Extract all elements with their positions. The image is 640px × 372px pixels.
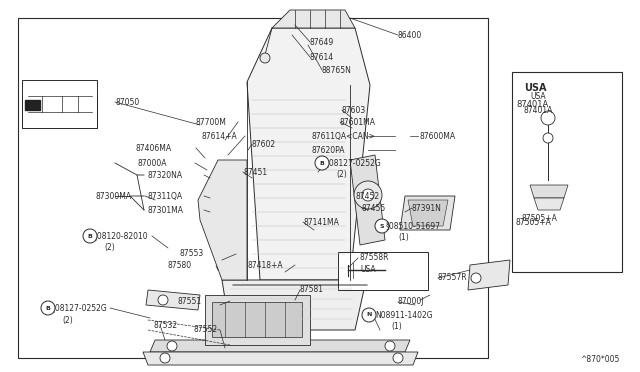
Polygon shape — [468, 260, 510, 290]
Circle shape — [362, 308, 376, 322]
Polygon shape — [530, 185, 568, 198]
Text: (2): (2) — [62, 315, 73, 324]
Text: 88765N: 88765N — [322, 65, 352, 74]
Text: 87452: 87452 — [355, 192, 379, 201]
Text: B: B — [88, 234, 92, 238]
Circle shape — [543, 133, 553, 143]
Text: 87391N: 87391N — [412, 203, 442, 212]
Circle shape — [354, 181, 382, 209]
Circle shape — [160, 353, 170, 363]
Circle shape — [385, 341, 395, 351]
Bar — [512, 72, 622, 272]
Text: §08510-51697: §08510-51697 — [386, 221, 441, 231]
Text: ^870*005: ^870*005 — [580, 356, 620, 365]
Circle shape — [83, 229, 97, 243]
Text: (2): (2) — [104, 243, 115, 251]
Text: N08911-1402G: N08911-1402G — [375, 311, 433, 320]
Text: 87551: 87551 — [178, 296, 202, 305]
Text: ¸08127-0252G: ¸08127-0252G — [52, 304, 108, 312]
Text: 87614+A: 87614+A — [201, 131, 237, 141]
Text: 87401A: 87401A — [524, 106, 554, 115]
Bar — [22, 80, 97, 128]
Circle shape — [541, 111, 555, 125]
Circle shape — [167, 341, 177, 351]
Text: 87532: 87532 — [154, 321, 178, 330]
Text: B: B — [319, 160, 324, 166]
Polygon shape — [146, 290, 200, 310]
Polygon shape — [272, 10, 355, 28]
Polygon shape — [150, 340, 410, 352]
Text: 87557R: 87557R — [438, 273, 468, 282]
Bar — [18, 18, 488, 358]
Text: 87505+A: 87505+A — [522, 214, 558, 222]
Circle shape — [362, 189, 374, 201]
Text: (1): (1) — [398, 232, 409, 241]
Text: 87552: 87552 — [193, 326, 217, 334]
Text: USA: USA — [360, 266, 376, 275]
Text: 87406MA: 87406MA — [136, 144, 172, 153]
Text: 87581: 87581 — [300, 285, 324, 295]
Text: (2): (2) — [336, 170, 347, 179]
Text: ¸08120-82010: ¸08120-82010 — [94, 231, 148, 241]
Circle shape — [393, 353, 403, 363]
Polygon shape — [400, 196, 455, 230]
Text: 87300MA: 87300MA — [96, 192, 132, 201]
Text: 87320NA: 87320NA — [147, 170, 182, 180]
Text: 87614: 87614 — [310, 52, 334, 61]
Text: B: B — [45, 305, 51, 311]
Text: 87301MA: 87301MA — [147, 205, 183, 215]
Polygon shape — [408, 200, 448, 226]
Text: ¸08127-0252G: ¸08127-0252G — [326, 158, 381, 167]
Text: 87600MA: 87600MA — [420, 131, 456, 141]
Text: 87580: 87580 — [168, 262, 192, 270]
Circle shape — [260, 53, 270, 63]
Text: 87050: 87050 — [115, 97, 140, 106]
Text: (1): (1) — [391, 321, 402, 330]
Polygon shape — [350, 155, 385, 245]
Text: USA: USA — [524, 83, 547, 93]
Text: 87649: 87649 — [310, 38, 334, 46]
Polygon shape — [534, 198, 564, 210]
Text: 87601MA: 87601MA — [340, 118, 376, 126]
Circle shape — [375, 219, 389, 233]
Text: 87451: 87451 — [243, 167, 267, 176]
Text: 87558R: 87558R — [360, 253, 390, 263]
Text: 86400: 86400 — [398, 31, 422, 39]
Circle shape — [315, 156, 329, 170]
Text: 87700M: 87700M — [196, 118, 227, 126]
Text: 87603: 87603 — [342, 106, 366, 115]
Text: S: S — [380, 224, 384, 228]
Text: 87455: 87455 — [362, 203, 387, 212]
Polygon shape — [247, 28, 370, 280]
Polygon shape — [205, 295, 310, 345]
Text: 87401A: 87401A — [516, 99, 548, 109]
Circle shape — [471, 273, 481, 283]
Text: 87000J: 87000J — [398, 298, 424, 307]
Text: 87602: 87602 — [252, 140, 276, 148]
Text: 87553: 87553 — [179, 250, 204, 259]
Text: USA: USA — [530, 92, 546, 100]
Polygon shape — [143, 352, 418, 365]
Text: 87418+A: 87418+A — [247, 260, 283, 269]
Polygon shape — [25, 100, 40, 110]
Text: 87000A: 87000A — [138, 158, 168, 167]
Text: 87611QA<CAN>: 87611QA<CAN> — [312, 131, 376, 141]
Circle shape — [41, 301, 55, 315]
Polygon shape — [222, 280, 365, 330]
Bar — [338, 252, 428, 290]
Text: 87141MA: 87141MA — [303, 218, 339, 227]
Circle shape — [158, 295, 168, 305]
Polygon shape — [198, 160, 247, 280]
Text: 87505+A: 87505+A — [516, 218, 552, 227]
Bar — [212, 302, 302, 337]
Text: 87311QA: 87311QA — [147, 192, 182, 201]
Text: N: N — [366, 312, 372, 317]
Text: 87620PA: 87620PA — [312, 145, 346, 154]
